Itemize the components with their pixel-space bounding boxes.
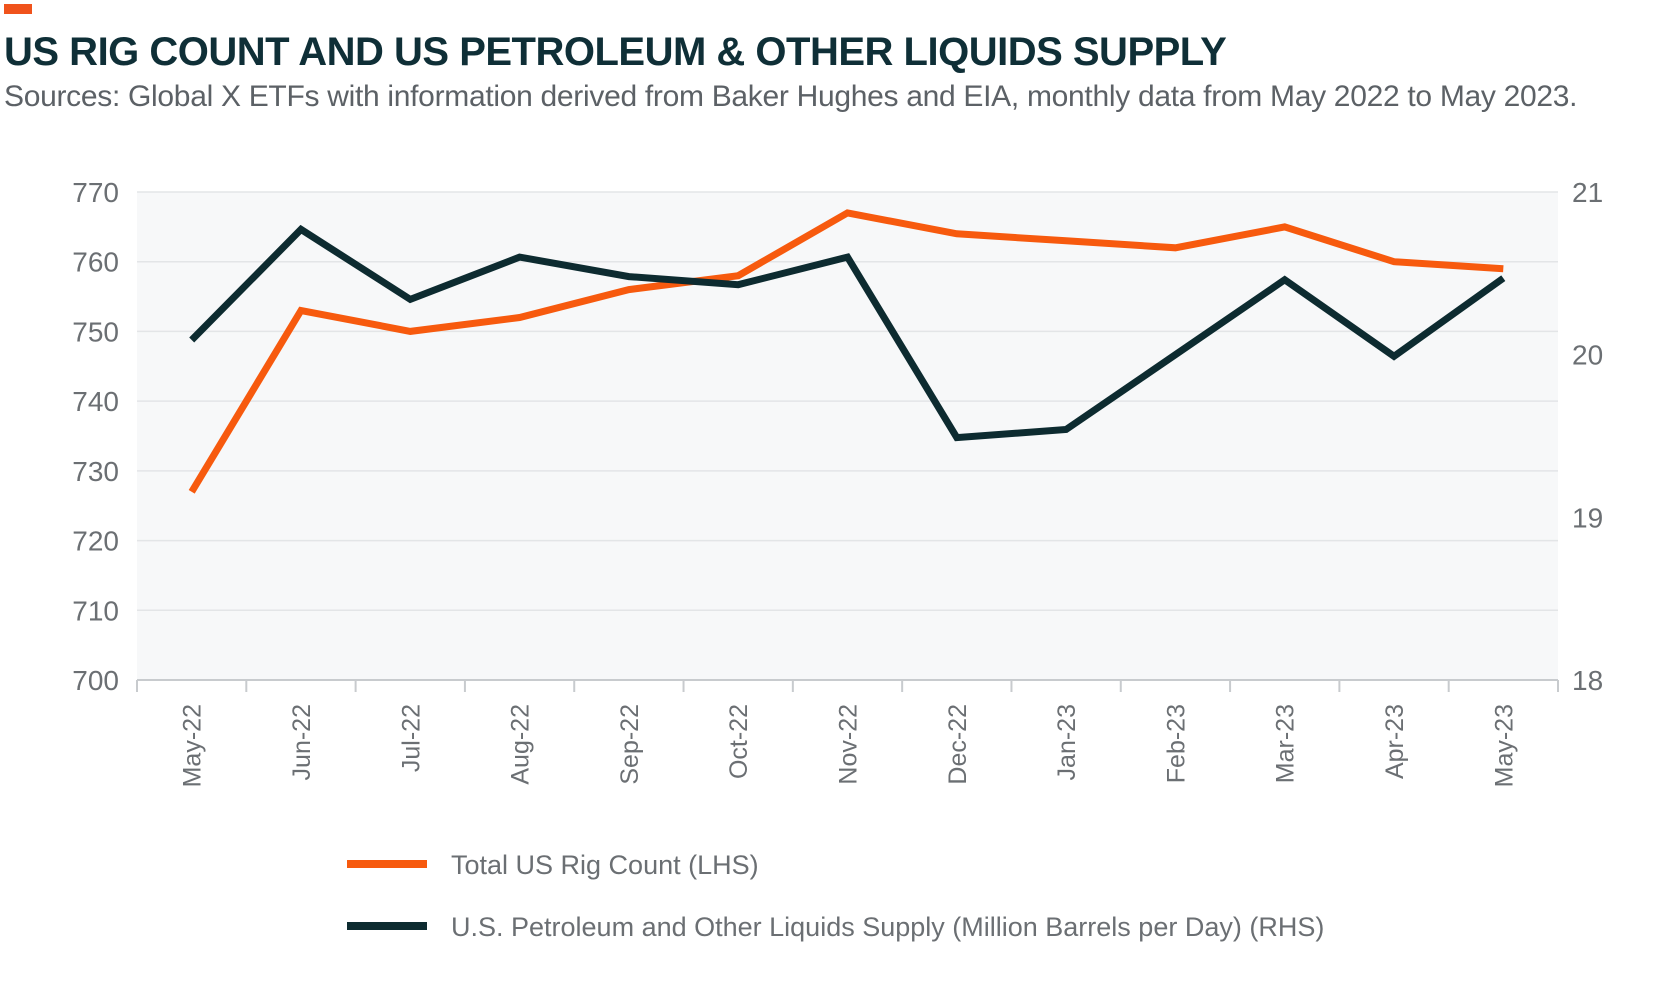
- x-tick-label: Oct-22: [725, 704, 753, 779]
- x-tick-label: Aug-22: [507, 704, 535, 785]
- x-tick-label: Jan-23: [1053, 704, 1081, 780]
- left-tick-label: 750: [72, 316, 119, 347]
- x-tick-label: Mar-23: [1272, 704, 1300, 783]
- x-tick-label: May-22: [179, 704, 207, 787]
- right-tick-label: 21: [1572, 177, 1603, 208]
- right-tick-label: 18: [1572, 665, 1603, 696]
- chart-title: US RIG COUNT AND US PETROLEUM & OTHER LI…: [4, 30, 1227, 74]
- chart-subtitle: Sources: Global X ETFs with information …: [4, 80, 1578, 113]
- left-tick-label: 720: [72, 526, 119, 557]
- right-axis: 18 19 20 21: [1572, 177, 1603, 696]
- left-tick-label: 760: [72, 247, 119, 278]
- x-tick-label: May-23: [1490, 704, 1518, 787]
- left-tick-label: 740: [72, 386, 119, 417]
- accent-bar: [4, 4, 32, 14]
- x-tick-label: Jul-22: [397, 704, 425, 772]
- x-tick-label: Sep-22: [616, 704, 644, 785]
- left-tick-label: 710: [72, 595, 119, 626]
- x-tick-label: Dec-22: [944, 704, 972, 785]
- legend: Total US Rig Count (LHS) U.S. Petroleum a…: [347, 850, 1324, 942]
- series-lines: [188, 209, 1506, 494]
- legend-label-1: Total US Rig Count (LHS): [451, 850, 759, 880]
- x-axis: May-22 Jun-22 Jul-22 Aug-22 Sep-22 Oct-22 Nov-…: [136, 679, 1559, 787]
- left-tick-label: 730: [72, 456, 119, 487]
- x-tick-label: Jun-22: [288, 704, 316, 780]
- left-tick-label: 700: [72, 665, 119, 696]
- left-axis: 700 710 720 730 740 750 760 770: [72, 177, 119, 696]
- x-tick-label: Apr-23: [1381, 704, 1409, 779]
- left-tick-label: 770: [72, 177, 119, 208]
- right-tick-label: 19: [1572, 502, 1603, 533]
- right-tick-label: 20: [1572, 340, 1603, 371]
- x-tick-label: Nov-22: [835, 704, 863, 785]
- plot-area: [137, 192, 1558, 680]
- legend-label-2: U.S. Petroleum and Other Liquids Supply …: [451, 912, 1324, 942]
- x-tick-label: Feb-23: [1162, 704, 1190, 783]
